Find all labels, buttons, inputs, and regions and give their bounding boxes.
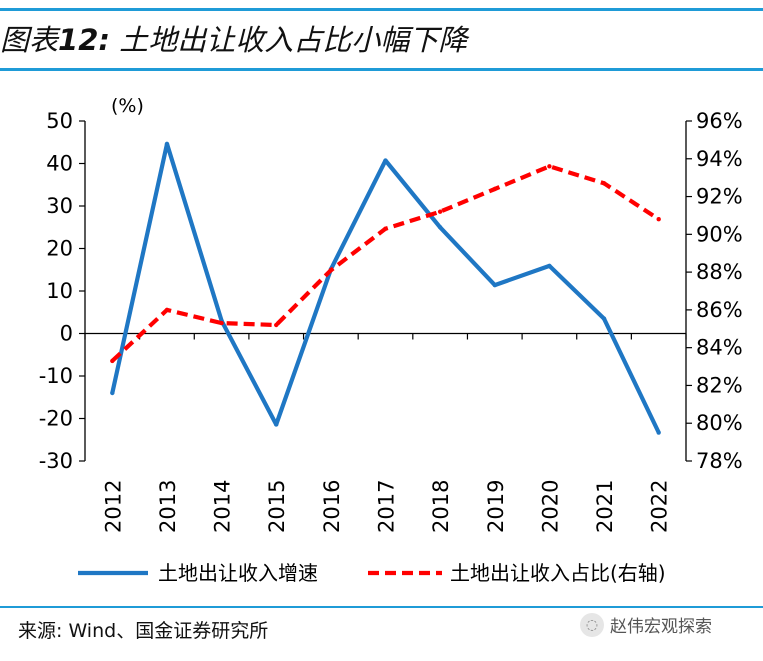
x-tick-label: 2015	[265, 480, 289, 533]
left-tick-label: 50	[46, 109, 73, 133]
data-point-share	[328, 268, 334, 273]
bottom-rule	[0, 606, 763, 608]
title-rule	[0, 68, 763, 71]
data-point-growth	[164, 141, 170, 147]
data-point-share	[274, 322, 279, 328]
right-tick-label: 78%	[696, 449, 743, 473]
wechat-icon: ◌	[580, 612, 604, 637]
legend-label-growth: 土地出让收入增速	[158, 561, 318, 585]
x-tick-label: 2019	[484, 480, 508, 533]
data-point-growth	[274, 422, 279, 427]
left-tick-label: -10	[39, 364, 73, 388]
right-tick-label: 94%	[696, 147, 743, 171]
right-tick-label: 84%	[696, 336, 743, 360]
data-point-growth	[656, 430, 661, 435]
title-text: 土地出让收入占比小幅下降	[119, 23, 468, 57]
x-tick-label: 2012	[101, 480, 125, 533]
left-tick-label: -20	[39, 407, 73, 431]
data-point-share	[383, 226, 388, 231]
right-tick-label: 96%	[696, 109, 743, 133]
data-point-growth	[383, 158, 388, 163]
left-tick-label: 30	[46, 194, 73, 218]
data-point-share	[164, 307, 170, 313]
right-tick-label: 82%	[696, 373, 743, 397]
data-point-share	[437, 209, 443, 214]
data-point-growth	[110, 390, 115, 396]
left-tick-label: 20	[46, 237, 73, 261]
watermark: ◌ 赵伟宏观探索	[580, 612, 712, 637]
chart-title: 图表12: 土地出让收入占比小幅下降	[0, 18, 467, 62]
data-point-growth	[547, 263, 552, 269]
top-rule	[0, 8, 763, 11]
left-tick-label: 0	[60, 322, 73, 346]
x-tick-label: 2018	[429, 480, 453, 533]
data-point-growth	[601, 316, 607, 321]
source-note: 来源: Wind、国金证券研究所	[18, 620, 269, 642]
data-point-share	[219, 320, 224, 326]
data-point-share	[110, 358, 115, 364]
x-tick-label: 2016	[320, 480, 344, 533]
data-point-growth	[492, 282, 497, 288]
chart-canvas: 50 40 30 20 10 0 -10 -20 -30 (%) 96% 94% 92% 90% 88% 86…	[39, 95, 743, 585]
series-line-growth	[110, 141, 661, 434]
right-tick-label: 90%	[696, 222, 743, 246]
right-tick-label: 92%	[696, 185, 743, 209]
data-point-share	[547, 164, 552, 169]
left-tick-label: -30	[39, 449, 73, 473]
left-axis-unit: (%)	[111, 95, 144, 117]
x-tick-label: 2013	[156, 480, 180, 533]
data-point-share	[492, 186, 497, 192]
x-tick-label: 2021	[593, 480, 617, 533]
right-tick-label: 88%	[696, 260, 743, 284]
x-tick-label: 2017	[375, 480, 399, 533]
right-tick-label: 80%	[696, 411, 743, 435]
left-tick-label: 40	[46, 152, 73, 176]
x-tick-label: 2014	[211, 480, 235, 533]
title-number: 12:	[58, 23, 110, 57]
watermark-text: 赵伟宏观探索	[610, 617, 712, 637]
legend-label-share: 土地出让收入占比(右轴)	[450, 561, 666, 585]
right-tick-label: 86%	[696, 298, 743, 322]
series-line-share	[110, 164, 660, 363]
left-tick-label: 10	[46, 279, 73, 303]
x-tick-label: 2022	[648, 480, 672, 533]
data-point-growth	[437, 225, 443, 230]
data-point-share	[656, 217, 661, 222]
title-prefix: 图表	[0, 23, 59, 57]
data-point-share	[601, 181, 607, 186]
x-tick-label: 2020	[538, 480, 562, 533]
